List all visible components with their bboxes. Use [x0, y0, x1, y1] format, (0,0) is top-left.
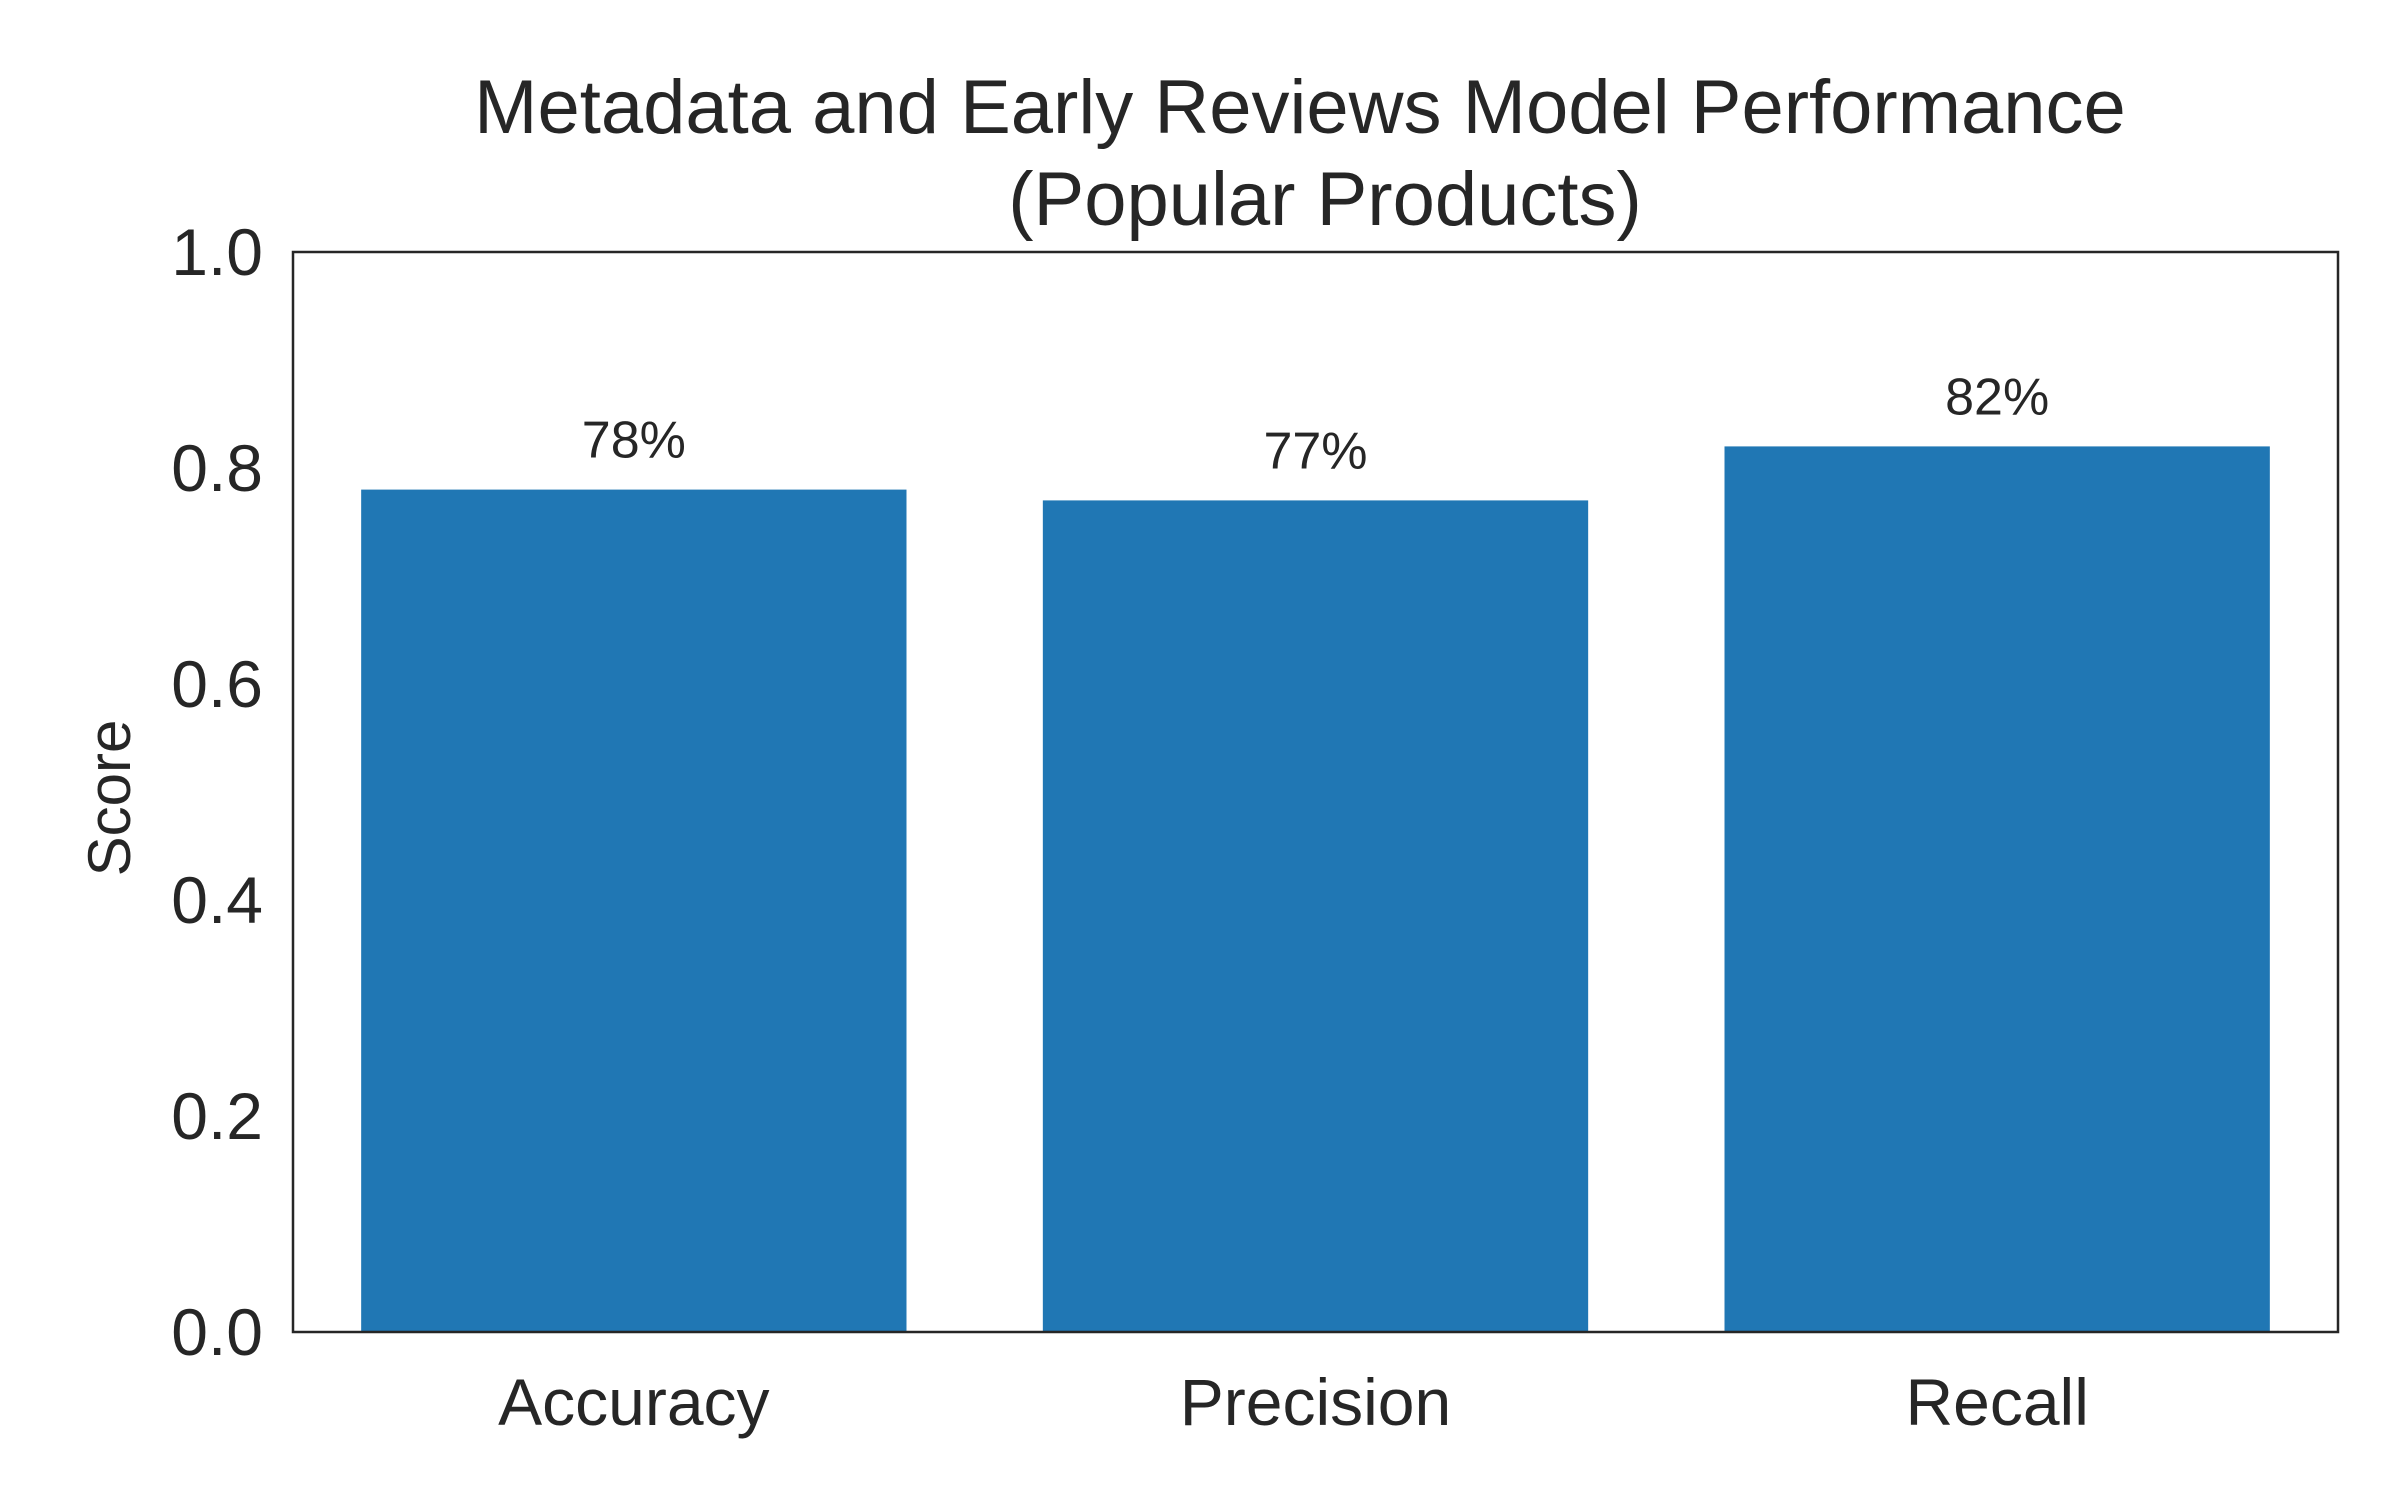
- y-tick-label: 0.2: [171, 1079, 263, 1153]
- x-tick-label: Recall: [1905, 1365, 2088, 1439]
- y-tick-label: 0.8: [171, 431, 263, 505]
- plot-area: 78% 77% 82%: [361, 368, 2270, 1333]
- chart-title: Metadata and Early Reviews Model Perform…: [474, 65, 2126, 242]
- y-tick-label: 1.0: [171, 215, 263, 289]
- chart-title-line-1: Metadata and Early Reviews Model Perform…: [474, 65, 2126, 150]
- bar-value-label: 77%: [1263, 422, 1367, 480]
- bar-value-label: 82%: [1945, 368, 2049, 426]
- y-tick-label: 0.0: [171, 1295, 263, 1369]
- x-axis: Accuracy Precision Recall: [498, 1365, 2089, 1439]
- x-tick-label: Precision: [1180, 1365, 1451, 1439]
- bar-value-label: 78%: [582, 412, 686, 470]
- y-axis: 0.0 0.2 0.4 0.6 0.8 1.0: [171, 215, 263, 1369]
- x-tick-label: Accuracy: [498, 1365, 769, 1439]
- chart-title-line-2: (Popular Products): [1008, 157, 1642, 242]
- bar-recall: [1724, 446, 2270, 1332]
- bar-precision: [1042, 500, 1589, 1332]
- y-tick-label: 0.4: [171, 863, 263, 937]
- y-axis-label: Score: [76, 720, 143, 877]
- bar-accuracy: [361, 489, 907, 1333]
- y-tick-label: 0.6: [171, 647, 263, 721]
- plot-frame: [291, 250, 2340, 1334]
